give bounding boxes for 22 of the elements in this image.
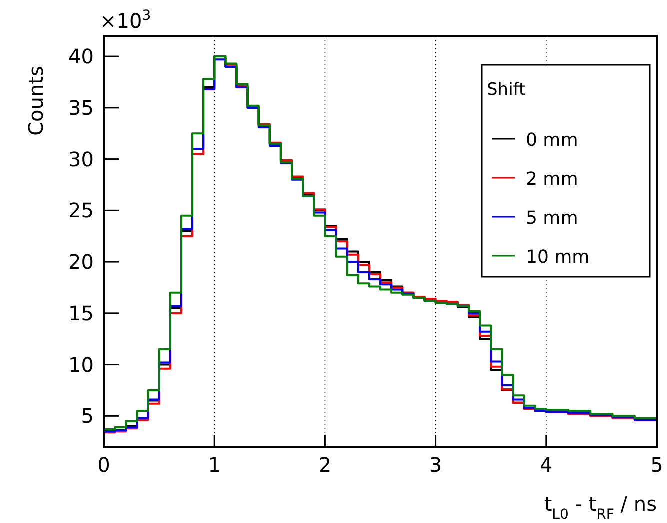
text: ×10$^{3}$ xyxy=(100,8,152,33)
x-tick-label: 4 xyxy=(540,453,553,477)
y-tick-label: 30 xyxy=(68,147,94,172)
y-tick-label: 25 xyxy=(68,198,94,223)
legend-title: Shift xyxy=(487,80,526,100)
legend-label: 10 mm xyxy=(526,247,590,268)
x-tick-label: 0 xyxy=(98,453,110,477)
legend-label: 0 mm xyxy=(526,130,578,151)
y-tick-label: 15 xyxy=(68,301,94,326)
x-axis-title: t$_{L0}$ - t$_{RF}$ / ns xyxy=(544,492,657,523)
y-tick-label: 40 xyxy=(68,44,94,69)
x-tick-label: 2 xyxy=(318,453,332,477)
y-tick-label: 20 xyxy=(68,250,94,274)
x-tick-label: 3 xyxy=(429,453,442,477)
x-tick-label: 1 xyxy=(208,453,221,477)
y-tick-label: 5 xyxy=(81,404,94,428)
legend-label: 5 mm xyxy=(526,208,578,229)
x-tick-label: 5 xyxy=(650,453,664,477)
y-tick-label: 10 xyxy=(68,352,94,377)
legend-label: 2 mm xyxy=(526,169,578,190)
y-tick-label: 35 xyxy=(68,96,94,120)
y-axis-title: Counts xyxy=(24,66,48,136)
